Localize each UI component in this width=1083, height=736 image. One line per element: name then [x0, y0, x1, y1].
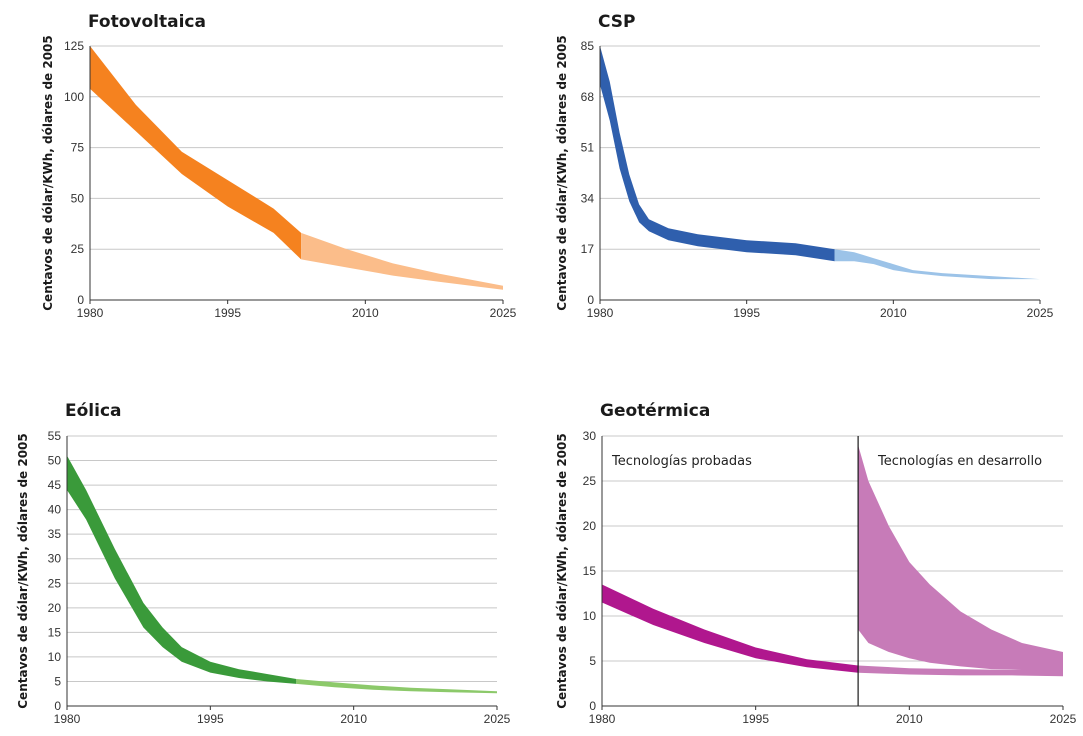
x-tick-label: 1995: [733, 306, 760, 320]
chart-title: Geotérmica: [600, 401, 710, 421]
y-tick-label: 45: [48, 478, 62, 492]
y-tick-label: 10: [583, 609, 597, 623]
y-tick-label: 0: [587, 293, 594, 307]
historical-cost-band: [602, 584, 859, 673]
x-tick-label: 1980: [77, 306, 104, 320]
x-tick-label: 1995: [742, 712, 769, 726]
x-tick-label: 1980: [54, 712, 81, 726]
x-tick-label: 2010: [880, 306, 907, 320]
projected-cost-band: [858, 665, 1063, 677]
y-tick-label: 5: [54, 674, 61, 688]
x-tick-label: 2025: [1050, 712, 1077, 726]
historical-cost-band: [90, 46, 302, 260]
chart-title: Eólica: [65, 401, 122, 421]
x-tick-label: 1980: [589, 712, 616, 726]
y-tick-label: 30: [583, 429, 597, 443]
chart-title: Fotovoltaica: [88, 12, 206, 32]
development-cost-band: [858, 445, 1063, 671]
y-axis-label: Centavos de dólar/KWh, dólares de 2005: [16, 433, 30, 709]
y-tick-label: 35: [48, 527, 62, 541]
y-tick-label: 5: [589, 654, 596, 668]
x-tick-label: 2010: [340, 712, 367, 726]
y-tick-label: 0: [54, 699, 61, 713]
y-tick-label: 55: [48, 429, 62, 443]
historical-cost-band: [67, 455, 297, 684]
y-tick-label: 34: [581, 191, 595, 205]
y-tick-label: 0: [589, 699, 596, 713]
y-tick-label: 125: [64, 39, 84, 53]
projected-cost-band: [296, 679, 497, 694]
y-tick-label: 85: [581, 39, 595, 53]
projected-cost-band: [834, 249, 1040, 280]
x-tick-label: 2010: [896, 712, 923, 726]
y-tick-label: 100: [64, 90, 84, 104]
y-tick-label: 17: [581, 242, 595, 256]
y-tick-label: 50: [71, 191, 85, 205]
y-tick-label: 10: [48, 650, 62, 664]
y-tick-label: 75: [71, 141, 85, 155]
y-tick-label: 15: [48, 625, 62, 639]
chart-annotation: Tecnologías probadas: [611, 454, 752, 469]
x-tick-label: 2010: [352, 306, 379, 320]
chart-title: CSP: [598, 12, 636, 32]
x-tick-label: 1995: [214, 306, 241, 320]
y-tick-label: 25: [71, 242, 85, 256]
y-tick-label: 0: [77, 293, 84, 307]
chart-annotation: Tecnologías en desarrollo: [877, 454, 1042, 469]
y-tick-label: 15: [583, 564, 597, 578]
x-tick-label: 1995: [197, 712, 224, 726]
x-tick-label: 2025: [1027, 306, 1054, 320]
chart-panel-1: 0 25 50 75 100 125 1980 1995 2010 2025 Fotovoltaic…: [41, 12, 517, 320]
chart-panel-2: 0 17 34 51 68 85 1980 1995 2010 2025 CSP Centavos d…: [555, 12, 1054, 320]
y-tick-label: 25: [48, 576, 62, 590]
y-tick-label: 51: [581, 141, 595, 155]
y-axis-label: Centavos de dólar/KWh, dólares de 2005: [555, 35, 569, 311]
historical-cost-band: [600, 46, 835, 262]
projected-cost-band: [301, 232, 503, 290]
x-tick-label: 1980: [587, 306, 614, 320]
y-tick-label: 40: [48, 503, 62, 517]
y-tick-label: 30: [48, 552, 62, 566]
y-axis-label: Centavos de dólar/KWh, dólares de 2005: [41, 35, 55, 311]
y-axis-label: Centavos de dólar/KWh, dólares de 2005: [555, 433, 569, 709]
y-tick-label: 50: [48, 454, 62, 468]
y-tick-label: 25: [583, 474, 597, 488]
y-tick-label: 20: [583, 519, 597, 533]
y-tick-label: 68: [581, 90, 595, 104]
y-tick-label: 20: [48, 601, 62, 615]
x-tick-label: 2025: [490, 306, 517, 320]
x-tick-label: 2025: [484, 712, 511, 726]
